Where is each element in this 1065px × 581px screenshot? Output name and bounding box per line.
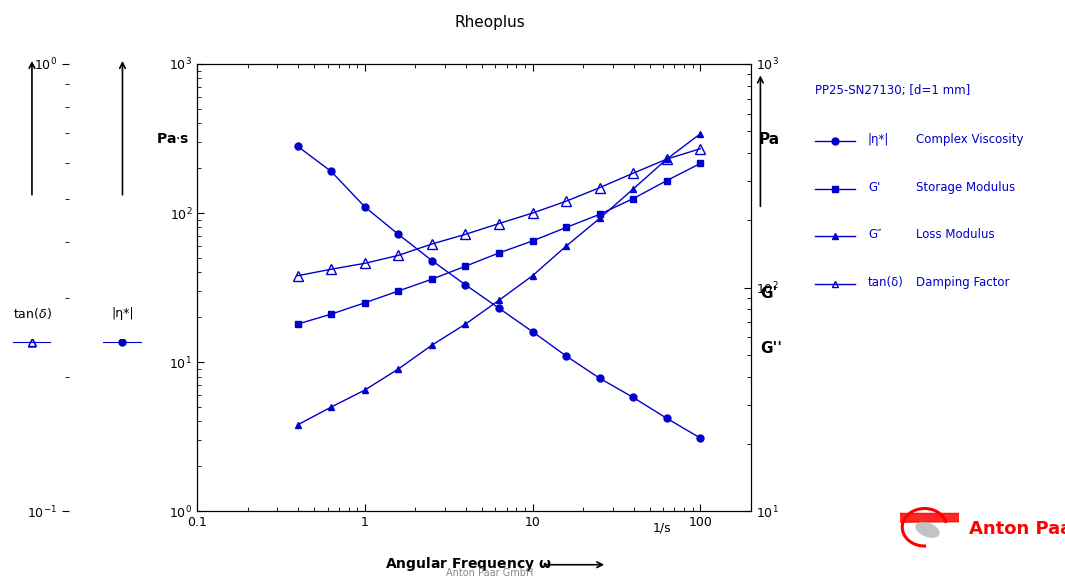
Text: Anton Paar GmbH: Anton Paar GmbH bbox=[446, 568, 534, 578]
Text: |η*|: |η*| bbox=[111, 307, 134, 320]
Ellipse shape bbox=[915, 522, 939, 538]
Text: △: △ bbox=[28, 338, 36, 348]
Text: Pa: Pa bbox=[758, 132, 780, 147]
Text: Pa$\cdot$s: Pa$\cdot$s bbox=[155, 132, 190, 146]
Polygon shape bbox=[0, 514, 1065, 532]
Text: G': G' bbox=[868, 181, 881, 193]
Text: Angular Frequency $\bf{\omega}$: Angular Frequency $\bf{\omega}$ bbox=[386, 555, 552, 572]
Text: tan($\delta$): tan($\delta$) bbox=[13, 306, 51, 321]
Text: Rheoplus: Rheoplus bbox=[455, 15, 525, 30]
Text: tan(δ): tan(δ) bbox=[868, 276, 904, 289]
Text: Loss Modulus: Loss Modulus bbox=[916, 228, 995, 241]
Text: |η*|: |η*| bbox=[868, 133, 889, 146]
Text: G″: G″ bbox=[868, 228, 882, 241]
Text: Complex Viscosity: Complex Viscosity bbox=[916, 133, 1023, 146]
Text: Storage Modulus: Storage Modulus bbox=[916, 181, 1015, 193]
Text: G'': G'' bbox=[760, 341, 783, 356]
Text: 1/s: 1/s bbox=[653, 521, 672, 534]
Text: Anton Paar: Anton Paar bbox=[969, 520, 1065, 537]
Text: PP25-SN27130; [d=1 mm]: PP25-SN27130; [d=1 mm] bbox=[815, 84, 970, 97]
Text: G': G' bbox=[760, 286, 777, 301]
Text: Damping Factor: Damping Factor bbox=[916, 276, 1010, 289]
